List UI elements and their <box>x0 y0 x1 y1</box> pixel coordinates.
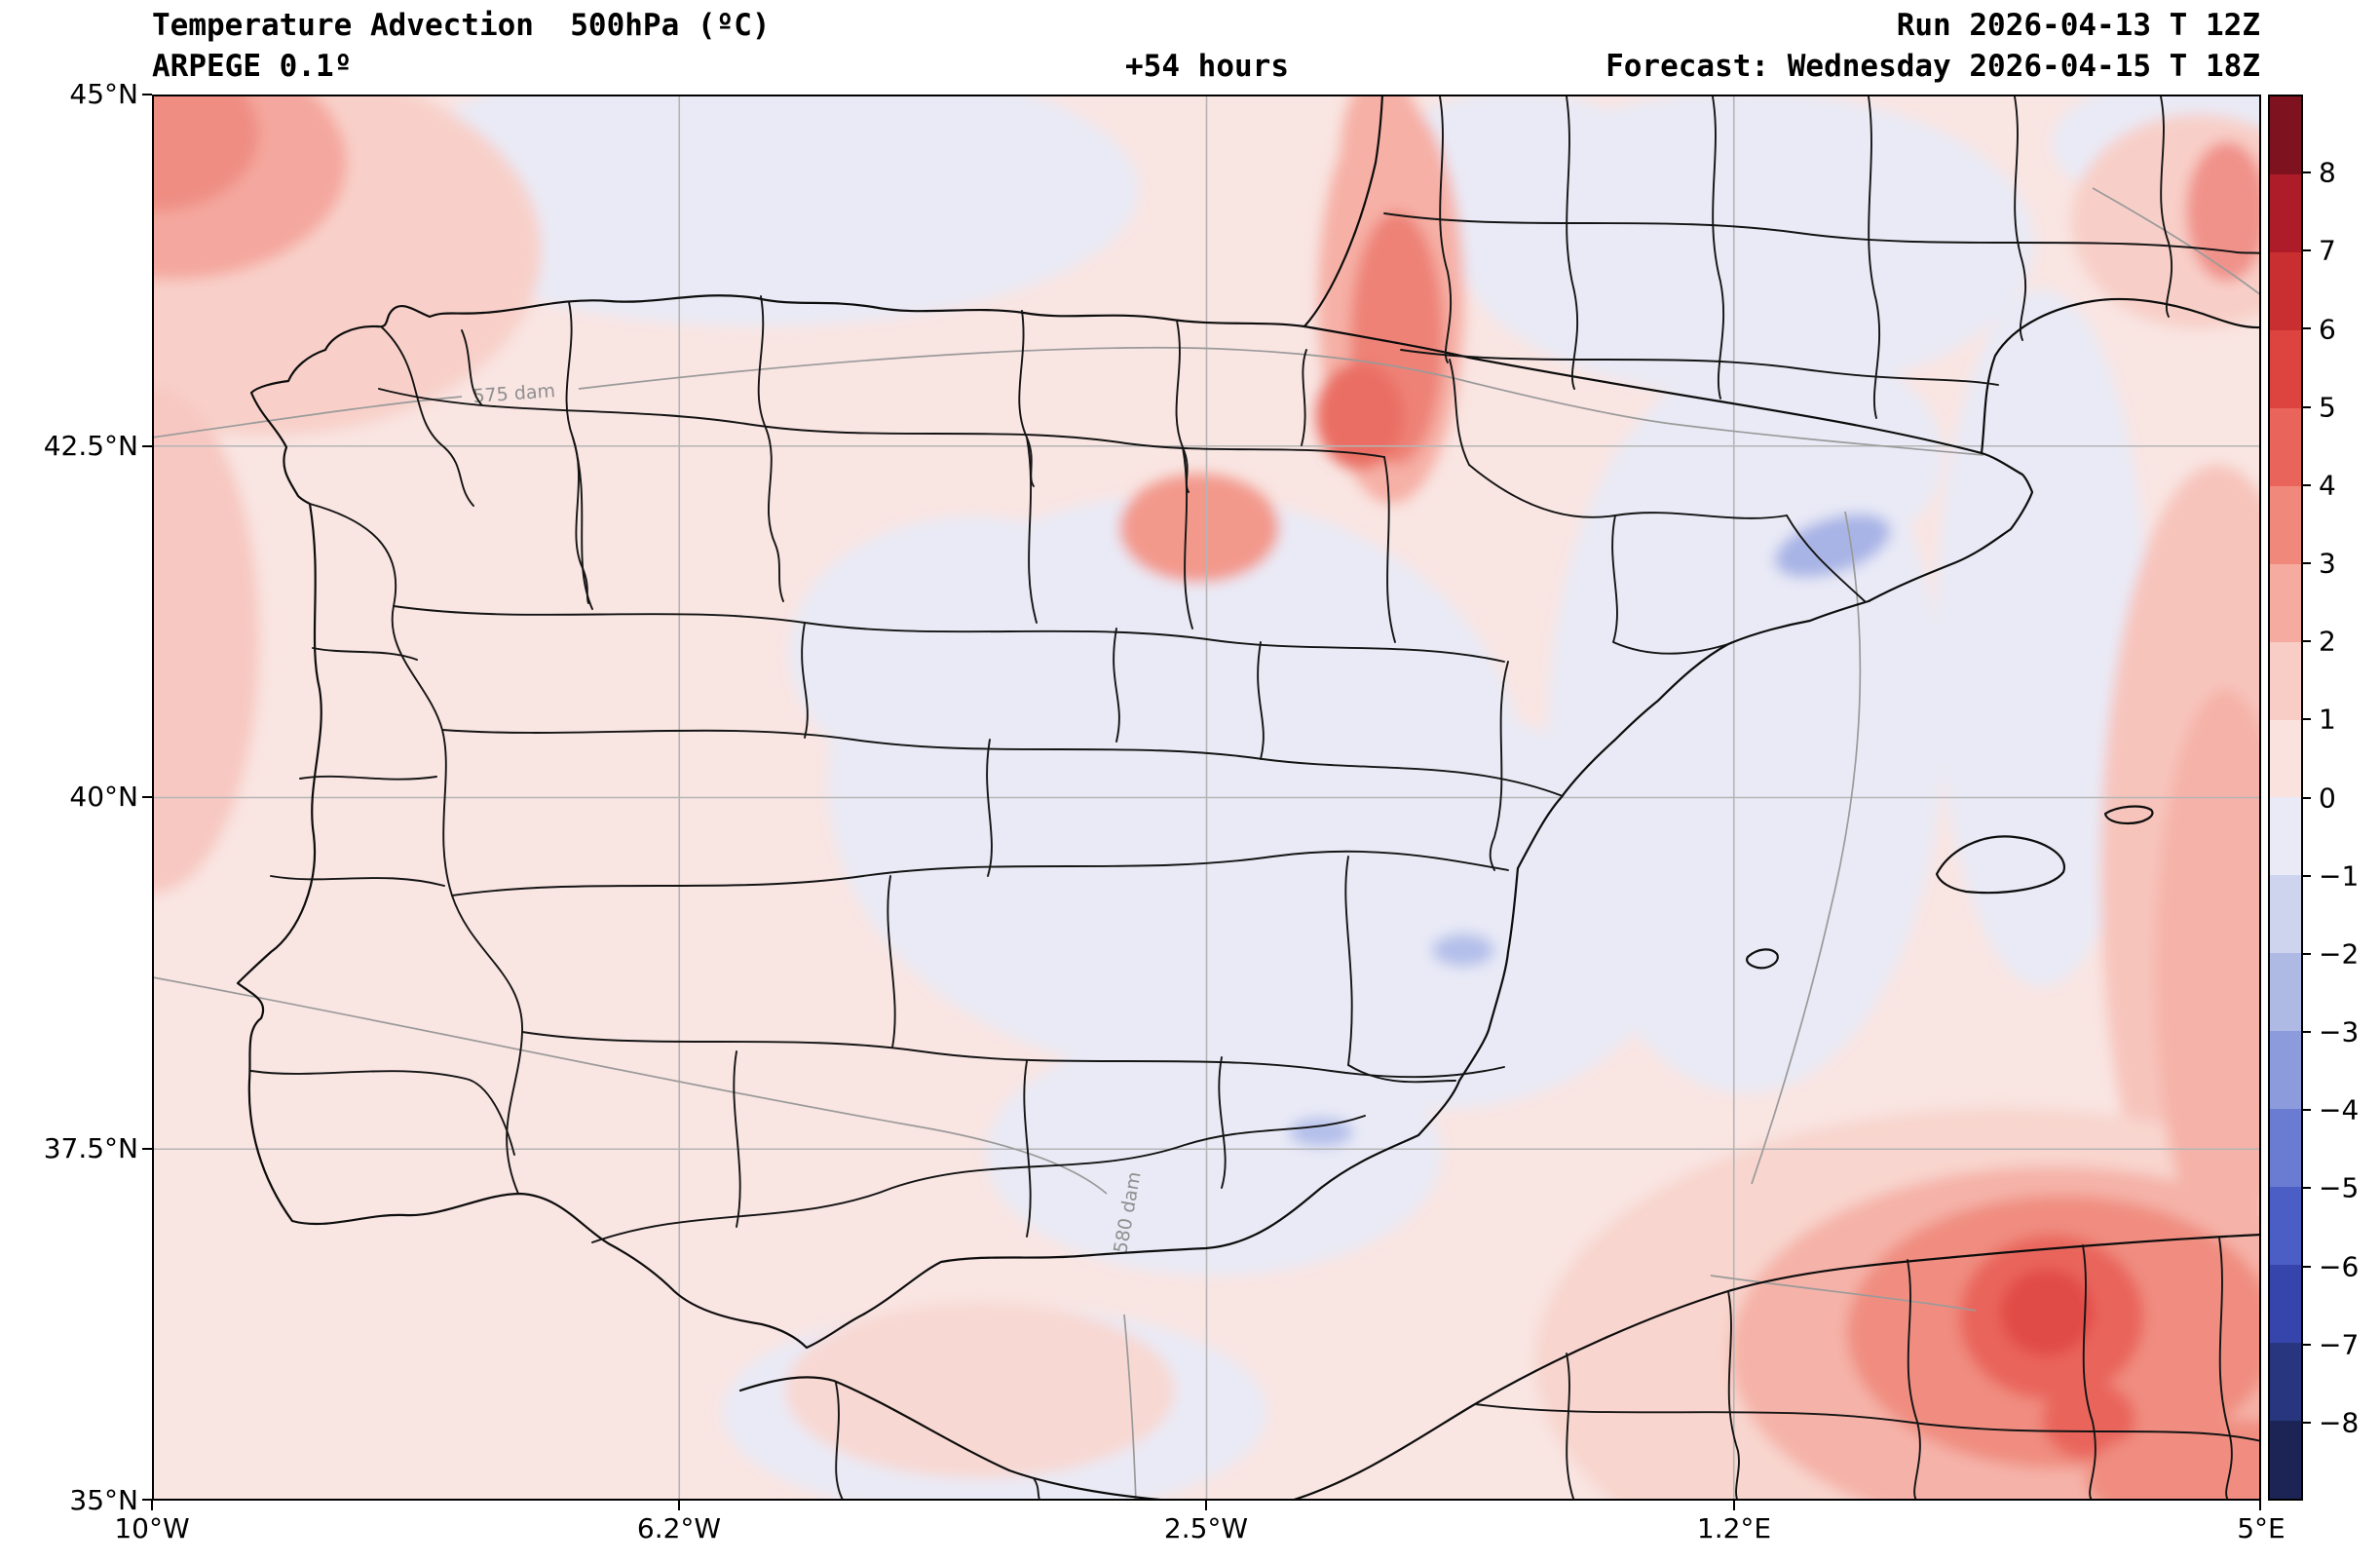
colorbar-tick-label: 4 <box>2319 469 2336 502</box>
colorbar-tick <box>2303 1343 2311 1346</box>
y-tick-label: 37.5°N <box>43 1132 138 1164</box>
colorbar-band <box>2270 953 2301 1032</box>
lead-time-label: +54 hours <box>1125 49 1289 84</box>
colorbar-tick-label: −7 <box>2319 1328 2360 1361</box>
colorbar-tick-label: 6 <box>2319 313 2336 345</box>
y-tick-label: 40°N <box>69 781 138 813</box>
map-plot-area: 575 dam 580 dam <box>152 95 2261 1501</box>
colorbar-band <box>2270 96 2301 174</box>
colorbar-band <box>2270 641 2301 720</box>
colorbar-tick-label: −4 <box>2319 1093 2360 1126</box>
colorbar-tick <box>2303 796 2311 799</box>
y-tick-label: 35°N <box>69 1484 138 1516</box>
y-tick <box>142 94 152 95</box>
colorbar-tick <box>2303 718 2311 721</box>
colorbar <box>2268 95 2303 1501</box>
colorbar-tick <box>2303 483 2311 486</box>
colorbar-tick <box>2303 405 2311 408</box>
x-tick-label: 10°W <box>114 1512 190 1544</box>
y-tick <box>142 796 152 798</box>
colorbar-band <box>2270 797 2301 876</box>
colorbar-tick-label: 7 <box>2319 234 2336 267</box>
x-tick <box>1205 1501 1207 1510</box>
colorbar-tick <box>2303 561 2311 564</box>
x-tick-label: 2.5°W <box>1163 1512 1249 1544</box>
colorbar-tick-label: −5 <box>2319 1171 2360 1204</box>
y-tick-label: 45°N <box>69 78 138 110</box>
colorbar-tick <box>2303 874 2311 877</box>
colorbar-tick-label: −8 <box>2319 1406 2360 1439</box>
colorbar-tick-label: 2 <box>2319 625 2336 658</box>
colorbar-band <box>2270 1109 2301 1188</box>
colorbar-band <box>2270 719 2301 798</box>
x-tick <box>2259 1501 2261 1510</box>
colorbar-tick <box>2303 640 2311 643</box>
plot-border <box>152 95 2261 1501</box>
colorbar-band <box>2270 173 2301 252</box>
x-tick <box>1733 1501 1735 1510</box>
forecast-label: Forecast: Wednesday 2026-04-15 T 18Z <box>1606 49 2260 84</box>
model-label: ARPEGE 0.1º <box>152 49 353 84</box>
colorbar-tick <box>2303 1265 2311 1268</box>
colorbar-tick-label: 0 <box>2319 782 2336 814</box>
figure-title: Temperature Advection 500hPa (ºC) <box>152 8 771 43</box>
colorbar-band <box>2270 251 2301 330</box>
colorbar-band <box>2270 1265 2301 1343</box>
colorbar-tick-label: −6 <box>2319 1250 2360 1282</box>
y-tick <box>142 1148 152 1150</box>
colorbar-band <box>2270 563 2301 642</box>
colorbar-tick <box>2303 172 2311 174</box>
colorbar-tick-label: 3 <box>2319 547 2336 580</box>
run-label: Run 2026-04-13 T 12Z <box>1896 8 2260 43</box>
x-tick-label: 5°E <box>2237 1512 2286 1544</box>
colorbar-band <box>2270 485 2301 564</box>
x-tick <box>151 1501 153 1510</box>
colorbar-tick-label: −1 <box>2319 859 2360 893</box>
colorbar-tick <box>2303 249 2311 252</box>
colorbar-tick <box>2303 952 2311 955</box>
colorbar-band <box>2270 407 2301 486</box>
colorbar-band <box>2270 1343 2301 1421</box>
colorbar-tick-label: 5 <box>2319 391 2336 424</box>
colorbar-tick <box>2303 1109 2311 1112</box>
colorbar-tick <box>2303 327 2311 330</box>
colorbar-tick-label: −3 <box>2319 1015 2360 1048</box>
colorbar-tick <box>2303 1421 2311 1424</box>
y-tick <box>142 445 152 447</box>
colorbar-tick <box>2303 1030 2311 1033</box>
map-canvas: 575 dam 580 dam <box>152 95 2261 1501</box>
colorbar-tick-label: 1 <box>2319 703 2336 736</box>
colorbar-band <box>2270 1420 2301 1499</box>
x-tick <box>678 1501 680 1510</box>
province-borders <box>250 95 2261 1501</box>
x-tick-label: 6.2°W <box>636 1512 722 1544</box>
colorbar-band <box>2270 1187 2301 1266</box>
colorbar-band <box>2270 875 2301 954</box>
x-tick-label: 1.2°E <box>1696 1512 1772 1544</box>
geopotential-contours: 575 dam 580 dam <box>152 187 2261 1501</box>
y-tick-label: 42.5°N <box>43 430 138 462</box>
colorbar-tick <box>2303 1187 2311 1190</box>
colorbar-band <box>2270 329 2301 408</box>
advection-fill-layer <box>152 95 2261 1501</box>
y-tick <box>142 1499 152 1501</box>
colorbar-tick-label: 8 <box>2319 156 2336 189</box>
colorbar-tick-label: −2 <box>2319 937 2360 971</box>
graticule <box>152 95 2261 1501</box>
colorbar-band <box>2270 1031 2301 1110</box>
